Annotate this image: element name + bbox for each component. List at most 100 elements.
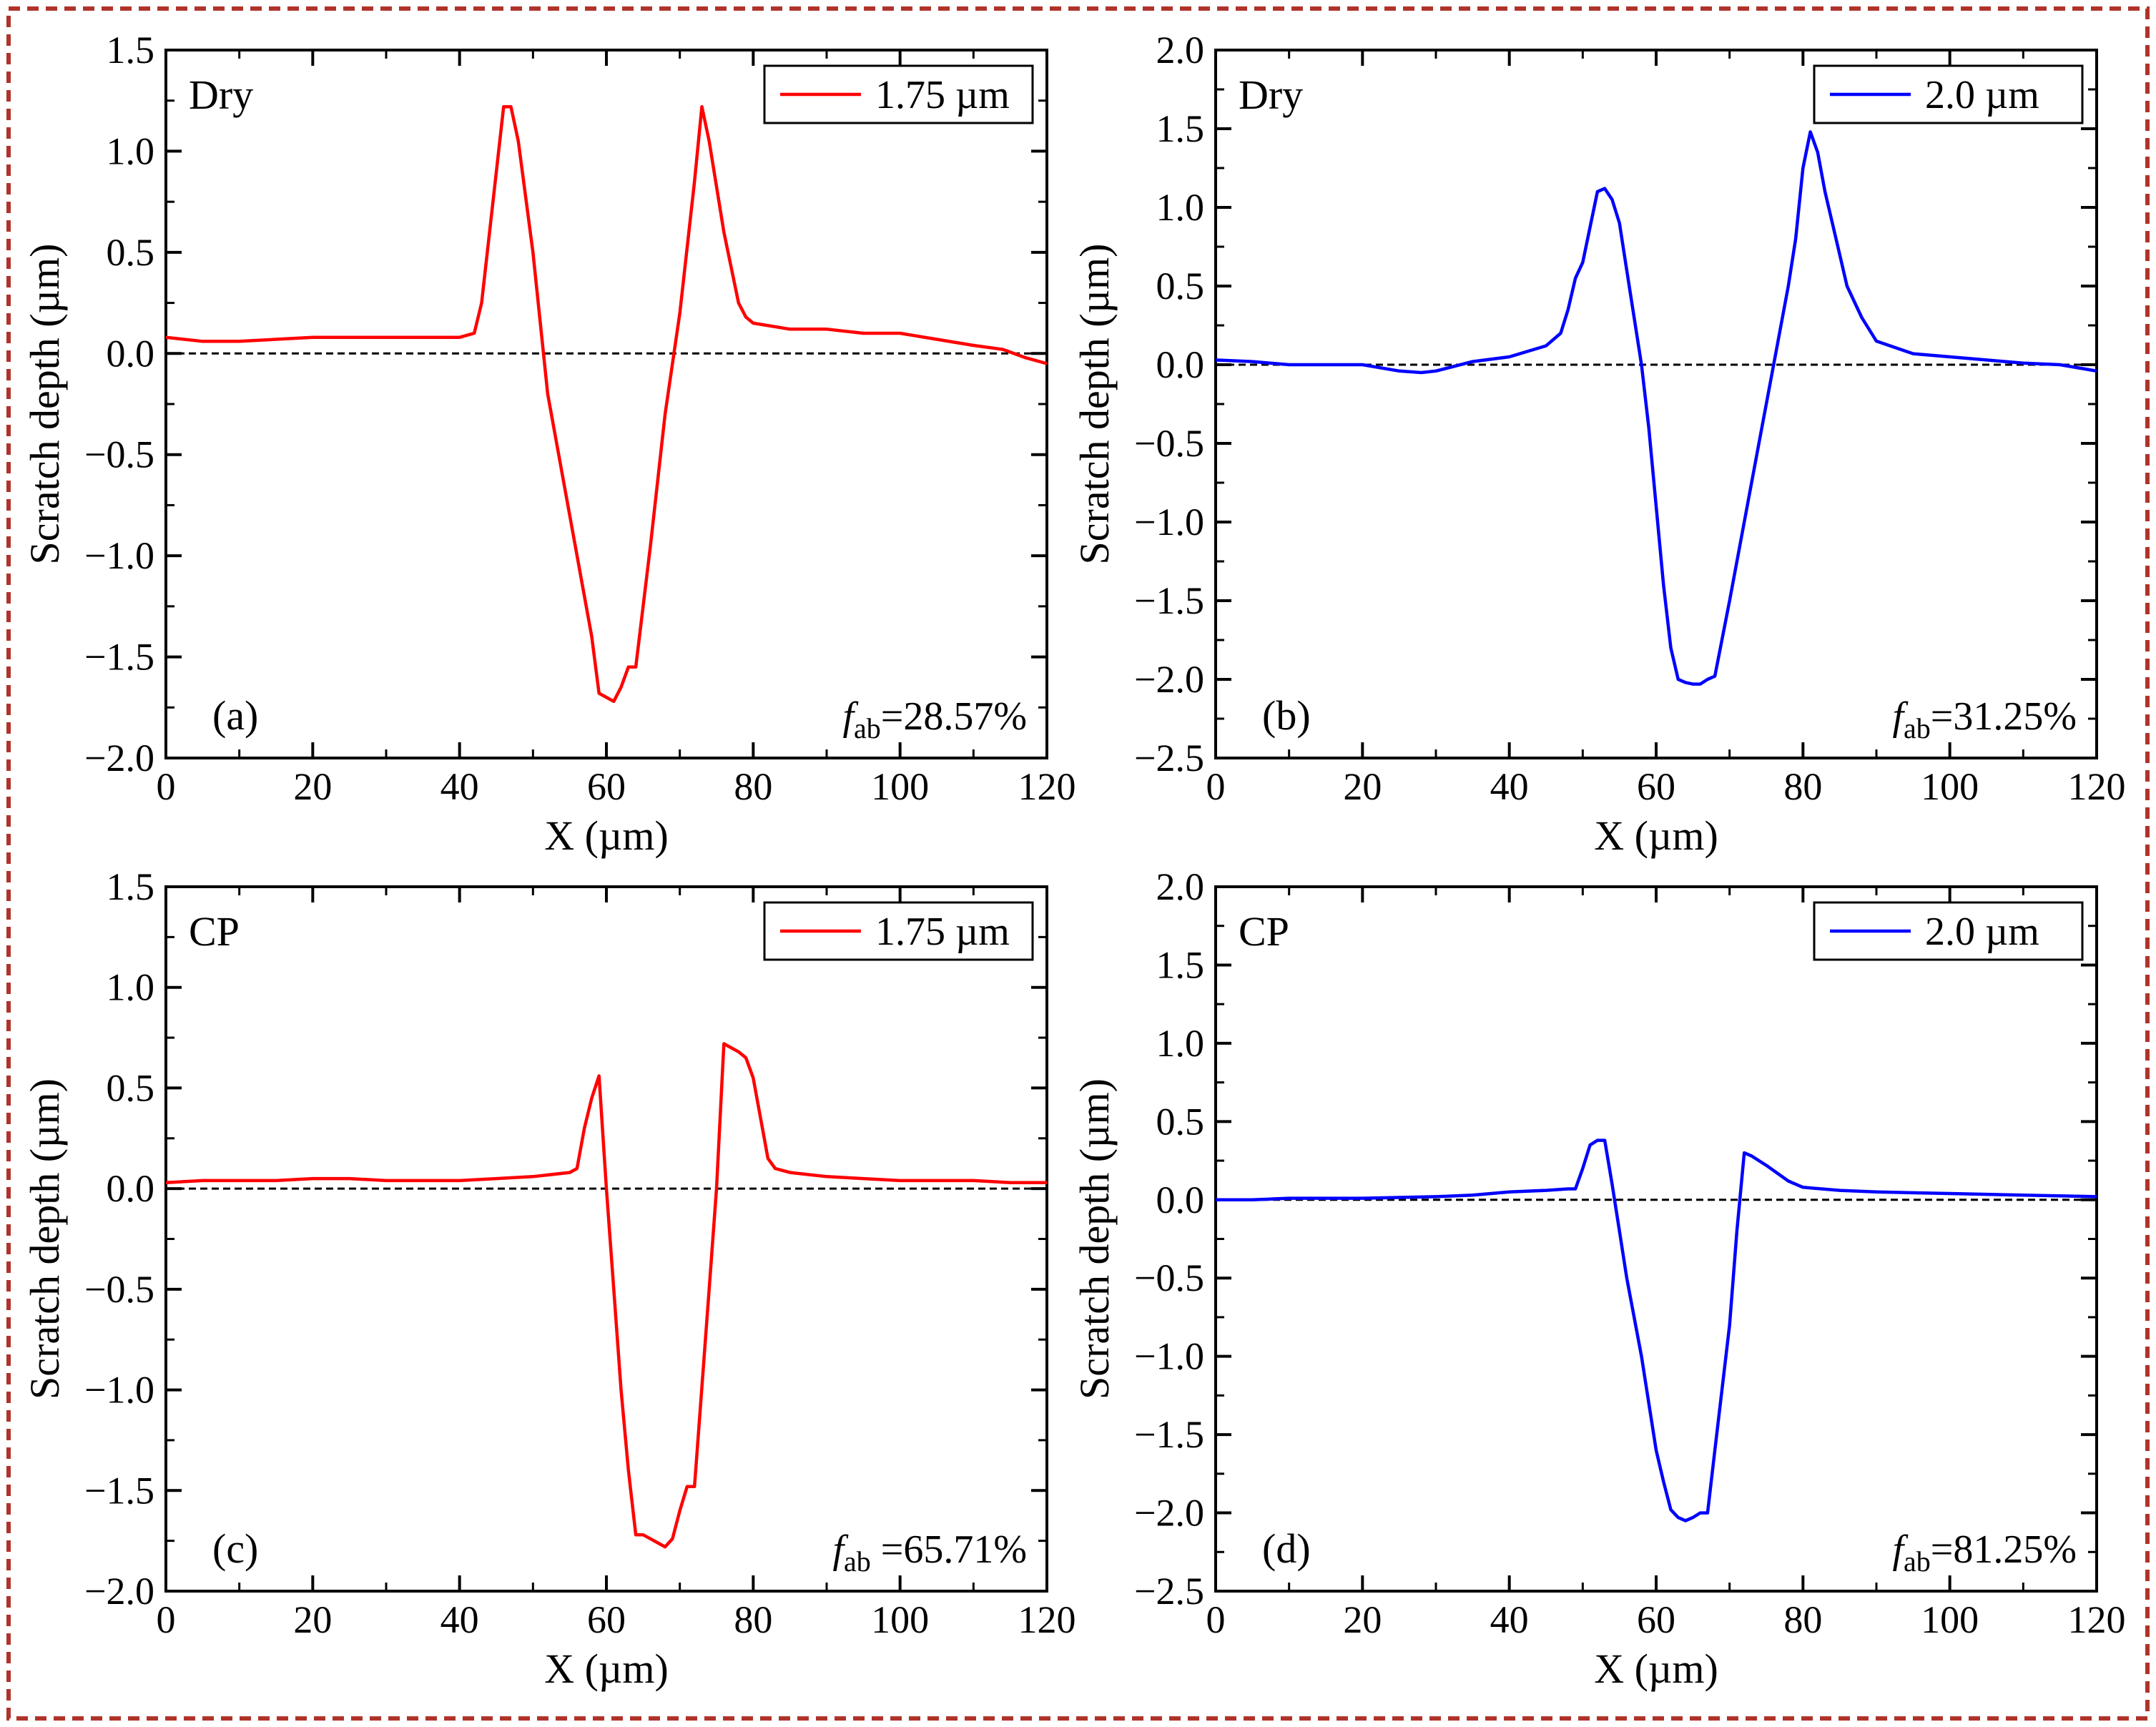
x-tick-label: 40	[440, 1598, 479, 1641]
y-tick-label: −2.0	[84, 737, 154, 779]
y-axis-title: Scratch depth (µm)	[21, 244, 68, 565]
x-tick-label: 20	[293, 1598, 332, 1641]
x-tick-label: 100	[1921, 765, 1979, 808]
y-tick-label: −0.5	[84, 1268, 154, 1311]
series-line	[166, 1042, 1047, 1549]
condition-label: CP	[1239, 908, 1289, 955]
series-line	[1216, 130, 2097, 686]
legend-label: 1.75 µm	[875, 73, 1010, 117]
x-axis-title: X (µm)	[1594, 812, 1718, 859]
y-tick-label: −1.0	[84, 534, 154, 577]
x-tick-label: 60	[1637, 765, 1675, 808]
fab-value: =81.25%	[1931, 1527, 2077, 1572]
y-tick-label: 1.0	[107, 129, 155, 172]
x-tick-label: 60	[587, 765, 626, 808]
chart-panel-3: 0 20 40 60 80 100 120 1.5 1.0 0.5 0.0 −0.5 −1.0 −1.5 −…	[21, 865, 1076, 1692]
x-tick-label: 0	[1206, 765, 1226, 808]
fab-annotation: fab=28.57%	[842, 694, 1027, 744]
y-tick-label: 0.5	[1156, 1100, 1205, 1143]
x-tick-label: 20	[293, 765, 332, 808]
series-line	[166, 104, 1047, 704]
panels: 0 20 40 60 80 100 120 1.5 1.0 0.5 0.0 −0.5 −1.0 −1.5 −…	[21, 29, 2126, 1692]
legend-label: 1.75 µm	[875, 910, 1010, 954]
y-tick-label: −1.0	[84, 1369, 154, 1412]
y-tick-label: −1.0	[1134, 501, 1204, 543]
panel-tag: (c)	[212, 1525, 258, 1572]
chart-panel-4: 0 20 40 60 80 100 120 2.0 1.5 1.0 0.5 0.0 −0.5 −1.0 −1…	[1071, 865, 2126, 1692]
y-tick-label: −1.5	[1134, 579, 1204, 622]
x-tick-label: 40	[440, 765, 479, 808]
series-line	[1216, 1138, 2097, 1522]
x-tick-label: 0	[1206, 1598, 1226, 1641]
legend: 2.0 µm	[1813, 901, 2084, 961]
y-tick-label: −2.0	[84, 1570, 154, 1613]
chart-panel-1: 0 20 40 60 80 100 120 1.5 1.0 0.5 0.0 −0.5 −1.0 −1.5 −…	[21, 29, 1076, 859]
legend-label: 2.0 µm	[1925, 73, 2039, 117]
y-axis-title: Scratch depth (µm)	[21, 1078, 68, 1399]
y-tick-label: 1.0	[1156, 186, 1205, 229]
plot-frame	[1214, 885, 2098, 1593]
x-axis-title: X (µm)	[544, 812, 669, 859]
panel-tag: (d)	[1262, 1525, 1311, 1572]
x-tick-label: 80	[1783, 765, 1822, 808]
x-tick-label: 80	[1783, 1598, 1822, 1641]
y-tick-label: 0.0	[107, 332, 155, 375]
x-tick-label: 120	[1018, 1598, 1076, 1641]
legend-label: 2.0 µm	[1925, 910, 2039, 954]
y-tick-label: 2.0	[1156, 865, 1205, 908]
y-tick-label: 0.5	[107, 1066, 155, 1109]
fab-subscript: ab	[1904, 712, 1931, 744]
y-tick-label: −1.5	[1134, 1413, 1204, 1456]
fab-subscript: ab	[854, 712, 881, 744]
y-tick-label: 0.5	[1156, 265, 1205, 307]
panel-tag: (b)	[1262, 692, 1311, 739]
y-tick-label: −2.5	[1134, 1570, 1204, 1613]
y-tick-label: −1.5	[84, 636, 154, 679]
y-tick-label: 0.0	[1156, 1179, 1205, 1221]
y-axis-title: Scratch depth (µm)	[1071, 1078, 1118, 1399]
fab-annotation: fab=81.25%	[1892, 1527, 2077, 1578]
y-tick-label: 1.0	[107, 966, 155, 1009]
x-tick-label: 0	[157, 765, 176, 808]
fab-value: =65.71%	[871, 1527, 1027, 1572]
legend: 1.75 µm	[763, 901, 1034, 961]
y-tick-label: 1.5	[107, 865, 155, 908]
x-tick-label: 0	[157, 1598, 176, 1641]
y-tick-label: −0.5	[84, 433, 154, 476]
legend: 2.0 µm	[1813, 64, 2084, 124]
x-tick-label: 60	[587, 1598, 626, 1641]
y-tick-label: 1.5	[107, 29, 155, 72]
y-tick-label: 0.5	[107, 231, 155, 274]
fab-subscript: ab	[844, 1545, 871, 1578]
x-tick-label: 40	[1490, 1598, 1529, 1641]
y-tick-label: −2.5	[1134, 737, 1204, 779]
x-tick-label: 80	[734, 765, 772, 808]
x-tick-label: 20	[1343, 1598, 1382, 1641]
fab-annotation: fab =65.71%	[832, 1527, 1027, 1578]
x-tick-label: 20	[1343, 765, 1382, 808]
x-tick-label: 120	[2068, 1598, 2126, 1641]
figure-border	[6, 6, 2150, 1721]
y-tick-label: 0.0	[1156, 343, 1205, 386]
fab-subscript: ab	[1904, 1545, 1931, 1578]
legend: 1.75 µm	[763, 64, 1034, 124]
x-tick-label: 100	[871, 765, 929, 808]
plot-frame	[1214, 49, 2098, 759]
y-tick-label: −1.0	[1134, 1335, 1204, 1378]
y-tick-label: 2.0	[1156, 29, 1205, 72]
panel-tag: (a)	[212, 692, 258, 739]
x-tick-label: 80	[734, 1598, 772, 1641]
fab-value: =28.57%	[881, 694, 1027, 739]
plot-frame	[164, 885, 1048, 1593]
y-tick-label: −1.5	[84, 1469, 154, 1512]
plot-frame	[164, 49, 1048, 759]
y-tick-label: 1.5	[1156, 943, 1205, 986]
x-tick-label: 120	[1018, 765, 1076, 808]
y-tick-label: −0.5	[1134, 1256, 1204, 1299]
y-tick-label: −0.5	[1134, 422, 1204, 465]
y-tick-label: 0.0	[107, 1167, 155, 1210]
y-axis-title: Scratch depth (µm)	[1071, 244, 1118, 565]
y-tick-label: 1.5	[1156, 107, 1205, 150]
condition-label: CP	[189, 908, 240, 955]
